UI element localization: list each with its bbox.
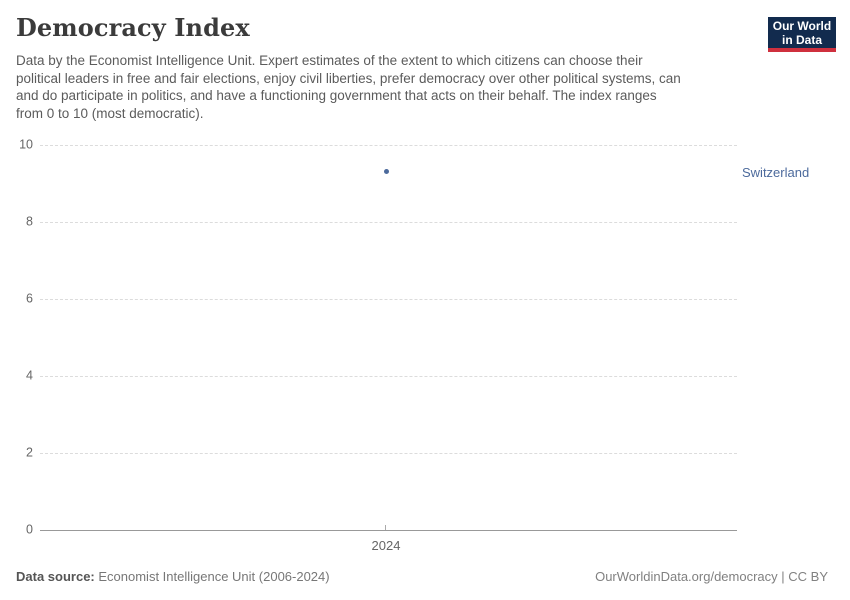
gridline: [40, 222, 737, 223]
footer-separator: |: [777, 569, 789, 584]
x-axis-line: [40, 530, 737, 531]
y-axis-tick-label: 6: [26, 291, 33, 306]
gridline: [40, 145, 737, 146]
page-title: Democracy Index: [16, 13, 250, 42]
y-axis-tick-label: 2: [26, 445, 33, 460]
subtitle-line: political leaders in free and fair elect…: [16, 70, 681, 86]
data-source-label: Data source:: [16, 569, 95, 584]
entity-label-switzerland[interactable]: Switzerland: [742, 165, 810, 180]
x-axis-tick: [385, 525, 386, 530]
gridline: [40, 299, 737, 300]
cc-by-link[interactable]: CC BY: [788, 569, 828, 584]
owid-logo-line1: Our World: [772, 19, 832, 33]
y-axis-tick-label: 8: [26, 214, 33, 229]
y-axis-tick-label: 10: [19, 137, 33, 152]
owid-logo-red-bar: [768, 48, 836, 52]
footer-license: OurWorldinData.org/democracy | CC BY: [595, 569, 828, 584]
owid-logo[interactable]: Our World in Data: [768, 17, 836, 52]
data-point-switzerland-2024[interactable]: [384, 169, 389, 174]
owid-logo-line2: in Data: [781, 33, 822, 47]
subtitle-line: from 0 to 10 (most democratic).: [16, 105, 204, 121]
y-axis-tick-label: 0: [26, 522, 33, 537]
data-source-value: Economist Intelligence Unit (2006-2024): [94, 569, 330, 584]
x-axis-tick-label: 2024: [371, 538, 401, 553]
owid-logo-box: Our World in Data: [768, 17, 836, 48]
subtitle-line: Data by the Economist Intelligence Unit.…: [16, 53, 643, 68]
footer-data-source: Data source: Economist Intelligence Unit…: [16, 569, 330, 584]
subtitle-line: and do participate in politics, and have…: [16, 88, 657, 103]
chart-subtitle: Data by the Economist Intelligence Unit.…: [16, 52, 681, 122]
owid-url-link[interactable]: OurWorldinData.org/democracy: [595, 569, 778, 584]
gridline: [40, 453, 737, 454]
gridline: [40, 376, 737, 377]
y-axis-tick-label: 4: [26, 368, 33, 383]
